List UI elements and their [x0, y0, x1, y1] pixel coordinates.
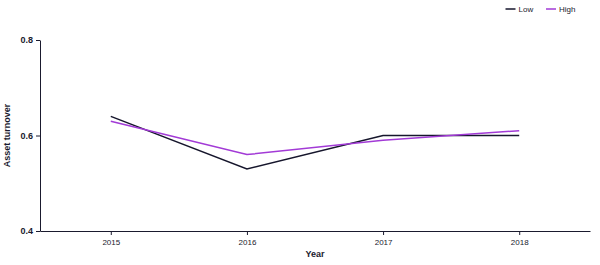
- series-line: [111, 121, 519, 154]
- y-tick-mark: [36, 231, 40, 232]
- y-axis-line: [40, 41, 41, 232]
- legend-swatch: [546, 8, 556, 10]
- y-axis-title: Asset turnover: [2, 103, 12, 167]
- y-tick-mark: [36, 136, 40, 137]
- y-tick: 0.8: [20, 35, 40, 45]
- x-tick: 2018: [511, 231, 529, 247]
- series-lines: [111, 116, 519, 169]
- x-tick-mark: [383, 231, 384, 235]
- x-tick-label: 2017: [375, 238, 393, 247]
- legend: Low High: [506, 5, 576, 14]
- y-tick-label: 0.4: [20, 226, 33, 236]
- y-axis: 0.4 0.6 0.8: [20, 35, 40, 236]
- y-tick: 0.4: [20, 226, 40, 236]
- x-tick-label: 2018: [511, 238, 529, 247]
- x-tick-label: 2015: [102, 238, 120, 247]
- legend-item: Low: [506, 5, 534, 14]
- x-tick-mark: [519, 231, 520, 235]
- y-tick-mark: [36, 40, 40, 41]
- y-tick: 0.6: [20, 131, 40, 141]
- x-tick: 2017: [375, 231, 393, 247]
- legend-label: High: [559, 5, 575, 14]
- plot: 2015 2016 2017 2018 0.4 0.6 0.8: [20, 35, 590, 247]
- legend-item: High: [546, 5, 575, 14]
- x-tick-label: 2016: [239, 238, 257, 247]
- x-axis: 2015 2016 2017 2018: [41, 231, 591, 247]
- x-axis-line: [41, 231, 591, 232]
- legend-swatch: [506, 8, 516, 10]
- y-tick-label: 0.8: [20, 35, 33, 45]
- chart: 2015 2016 2017 2018 0.4 0.6 0.8 Year Asset turno…: [0, 0, 600, 265]
- x-tick-mark: [247, 231, 248, 235]
- series-line: [111, 116, 519, 169]
- legend-label: Low: [519, 5, 534, 14]
- x-tick: 2015: [102, 231, 120, 247]
- x-tick-mark: [111, 231, 112, 235]
- x-axis-title: Year: [305, 249, 325, 259]
- x-tick: 2016: [239, 231, 257, 247]
- y-tick-label: 0.6: [20, 131, 33, 141]
